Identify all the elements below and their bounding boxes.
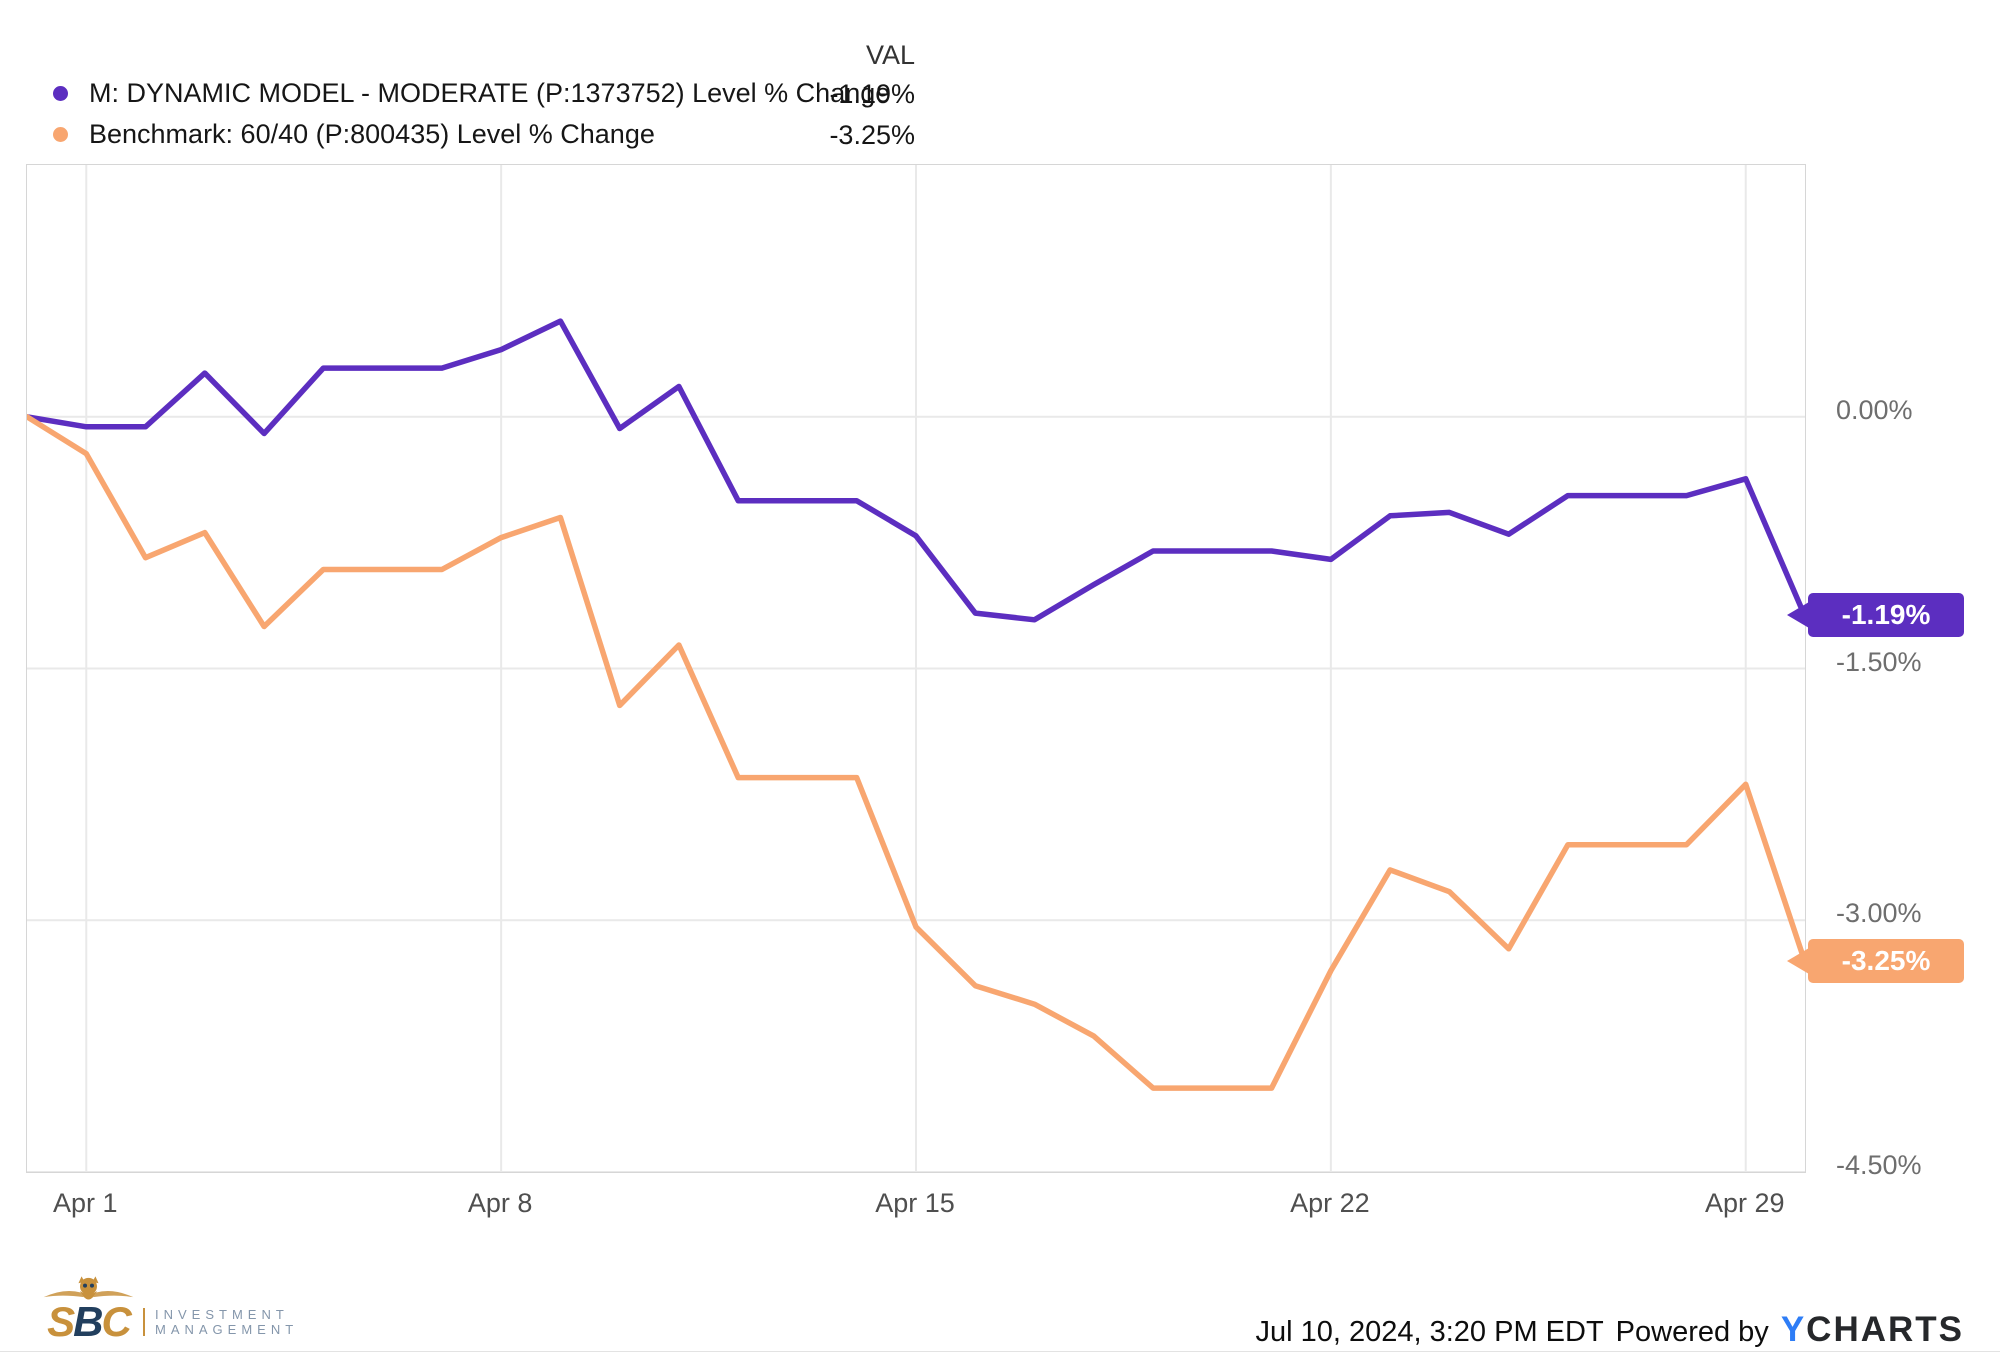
legend-row-benchmark: Benchmark: 60/40 (P:800435) Level % Chan… bbox=[53, 119, 655, 149]
sbc-letter-b: B bbox=[73, 1298, 103, 1345]
timestamp-and-brand: Jul 10, 2024, 3:20 PM EDT Powered by YCH… bbox=[1255, 1310, 1964, 1350]
tag-arrow-icon bbox=[1787, 948, 1809, 975]
series-dot-orange-icon bbox=[53, 126, 68, 142]
logo-line-management: MANAGEMENT bbox=[155, 1322, 299, 1337]
x-axis-label: Apr 29 bbox=[1704, 1188, 1785, 1218]
powered-by-label: Powered by bbox=[1615, 1316, 1769, 1348]
logo-rule bbox=[143, 1308, 145, 1336]
sbc-investment-management-logo: SBC INVESTMENT MANAGEMENT bbox=[42, 1274, 298, 1343]
x-axis-label: Apr 8 bbox=[467, 1188, 533, 1218]
tag-arrow-icon bbox=[1787, 602, 1809, 629]
tag-value: -3.25% bbox=[1841, 945, 1931, 977]
end-value-tag-dynamic-model: -1.19% bbox=[1787, 593, 1964, 638]
legend-val-header: VAL bbox=[865, 40, 915, 70]
footer-divider bbox=[0, 1351, 2000, 1352]
x-axis-label: Apr 22 bbox=[1290, 1188, 1370, 1218]
tag-value: -1.19% bbox=[1841, 599, 1931, 631]
owl-icon bbox=[43, 1276, 134, 1300]
series-line-benchmark[interactable] bbox=[27, 414, 1805, 1091]
logo-text: INVESTMENT MANAGEMENT bbox=[155, 1307, 298, 1340]
series-line-dynamic-model[interactable] bbox=[27, 318, 1805, 623]
x-axis-label: Apr 15 bbox=[875, 1188, 955, 1218]
ycharts-logo-y: Y bbox=[1780, 1310, 1807, 1349]
logo-line-investment: INVESTMENT bbox=[155, 1307, 289, 1322]
legend-label-dynamic-model: M: DYNAMIC MODEL - MODERATE (P:1373752) … bbox=[89, 77, 891, 108]
end-value-tag-benchmark: -3.25% bbox=[1787, 939, 1964, 984]
sbc-letter-s: S bbox=[47, 1298, 75, 1345]
legend-value-dynamic-model: -1.19% bbox=[829, 79, 915, 109]
legend-label-benchmark: Benchmark: 60/40 (P:800435) Level % Chan… bbox=[89, 118, 655, 149]
sbc-letter-c: C bbox=[101, 1298, 132, 1345]
x-axis-label: Apr 1 bbox=[52, 1188, 118, 1218]
legend-row-dynamic-model: M: DYNAMIC MODEL - MODERATE (P:1373752) … bbox=[53, 78, 890, 108]
y-axis-label: 0.00% bbox=[1836, 394, 1913, 425]
y-axis-label: -4.50% bbox=[1836, 1150, 1922, 1180]
sbc-logo-mark: SBC bbox=[42, 1274, 135, 1343]
y-axis-label: -3.00% bbox=[1836, 898, 1922, 929]
sbc-wordmark: SBC bbox=[47, 1301, 132, 1343]
timestamp: Jul 10, 2024, 3:20 PM EDT bbox=[1255, 1316, 1604, 1348]
ycharts-logo-charts: CHARTS bbox=[1806, 1310, 1964, 1349]
legend-value-benchmark: -3.25% bbox=[829, 120, 915, 150]
ycharts-logo: YCHARTS bbox=[1781, 1310, 1964, 1350]
line-chart-canvas[interactable] bbox=[27, 165, 1805, 1172]
plot-area[interactable] bbox=[26, 164, 1806, 1173]
y-axis-label: -1.50% bbox=[1836, 646, 1922, 677]
series-dot-purple-icon bbox=[53, 85, 68, 101]
